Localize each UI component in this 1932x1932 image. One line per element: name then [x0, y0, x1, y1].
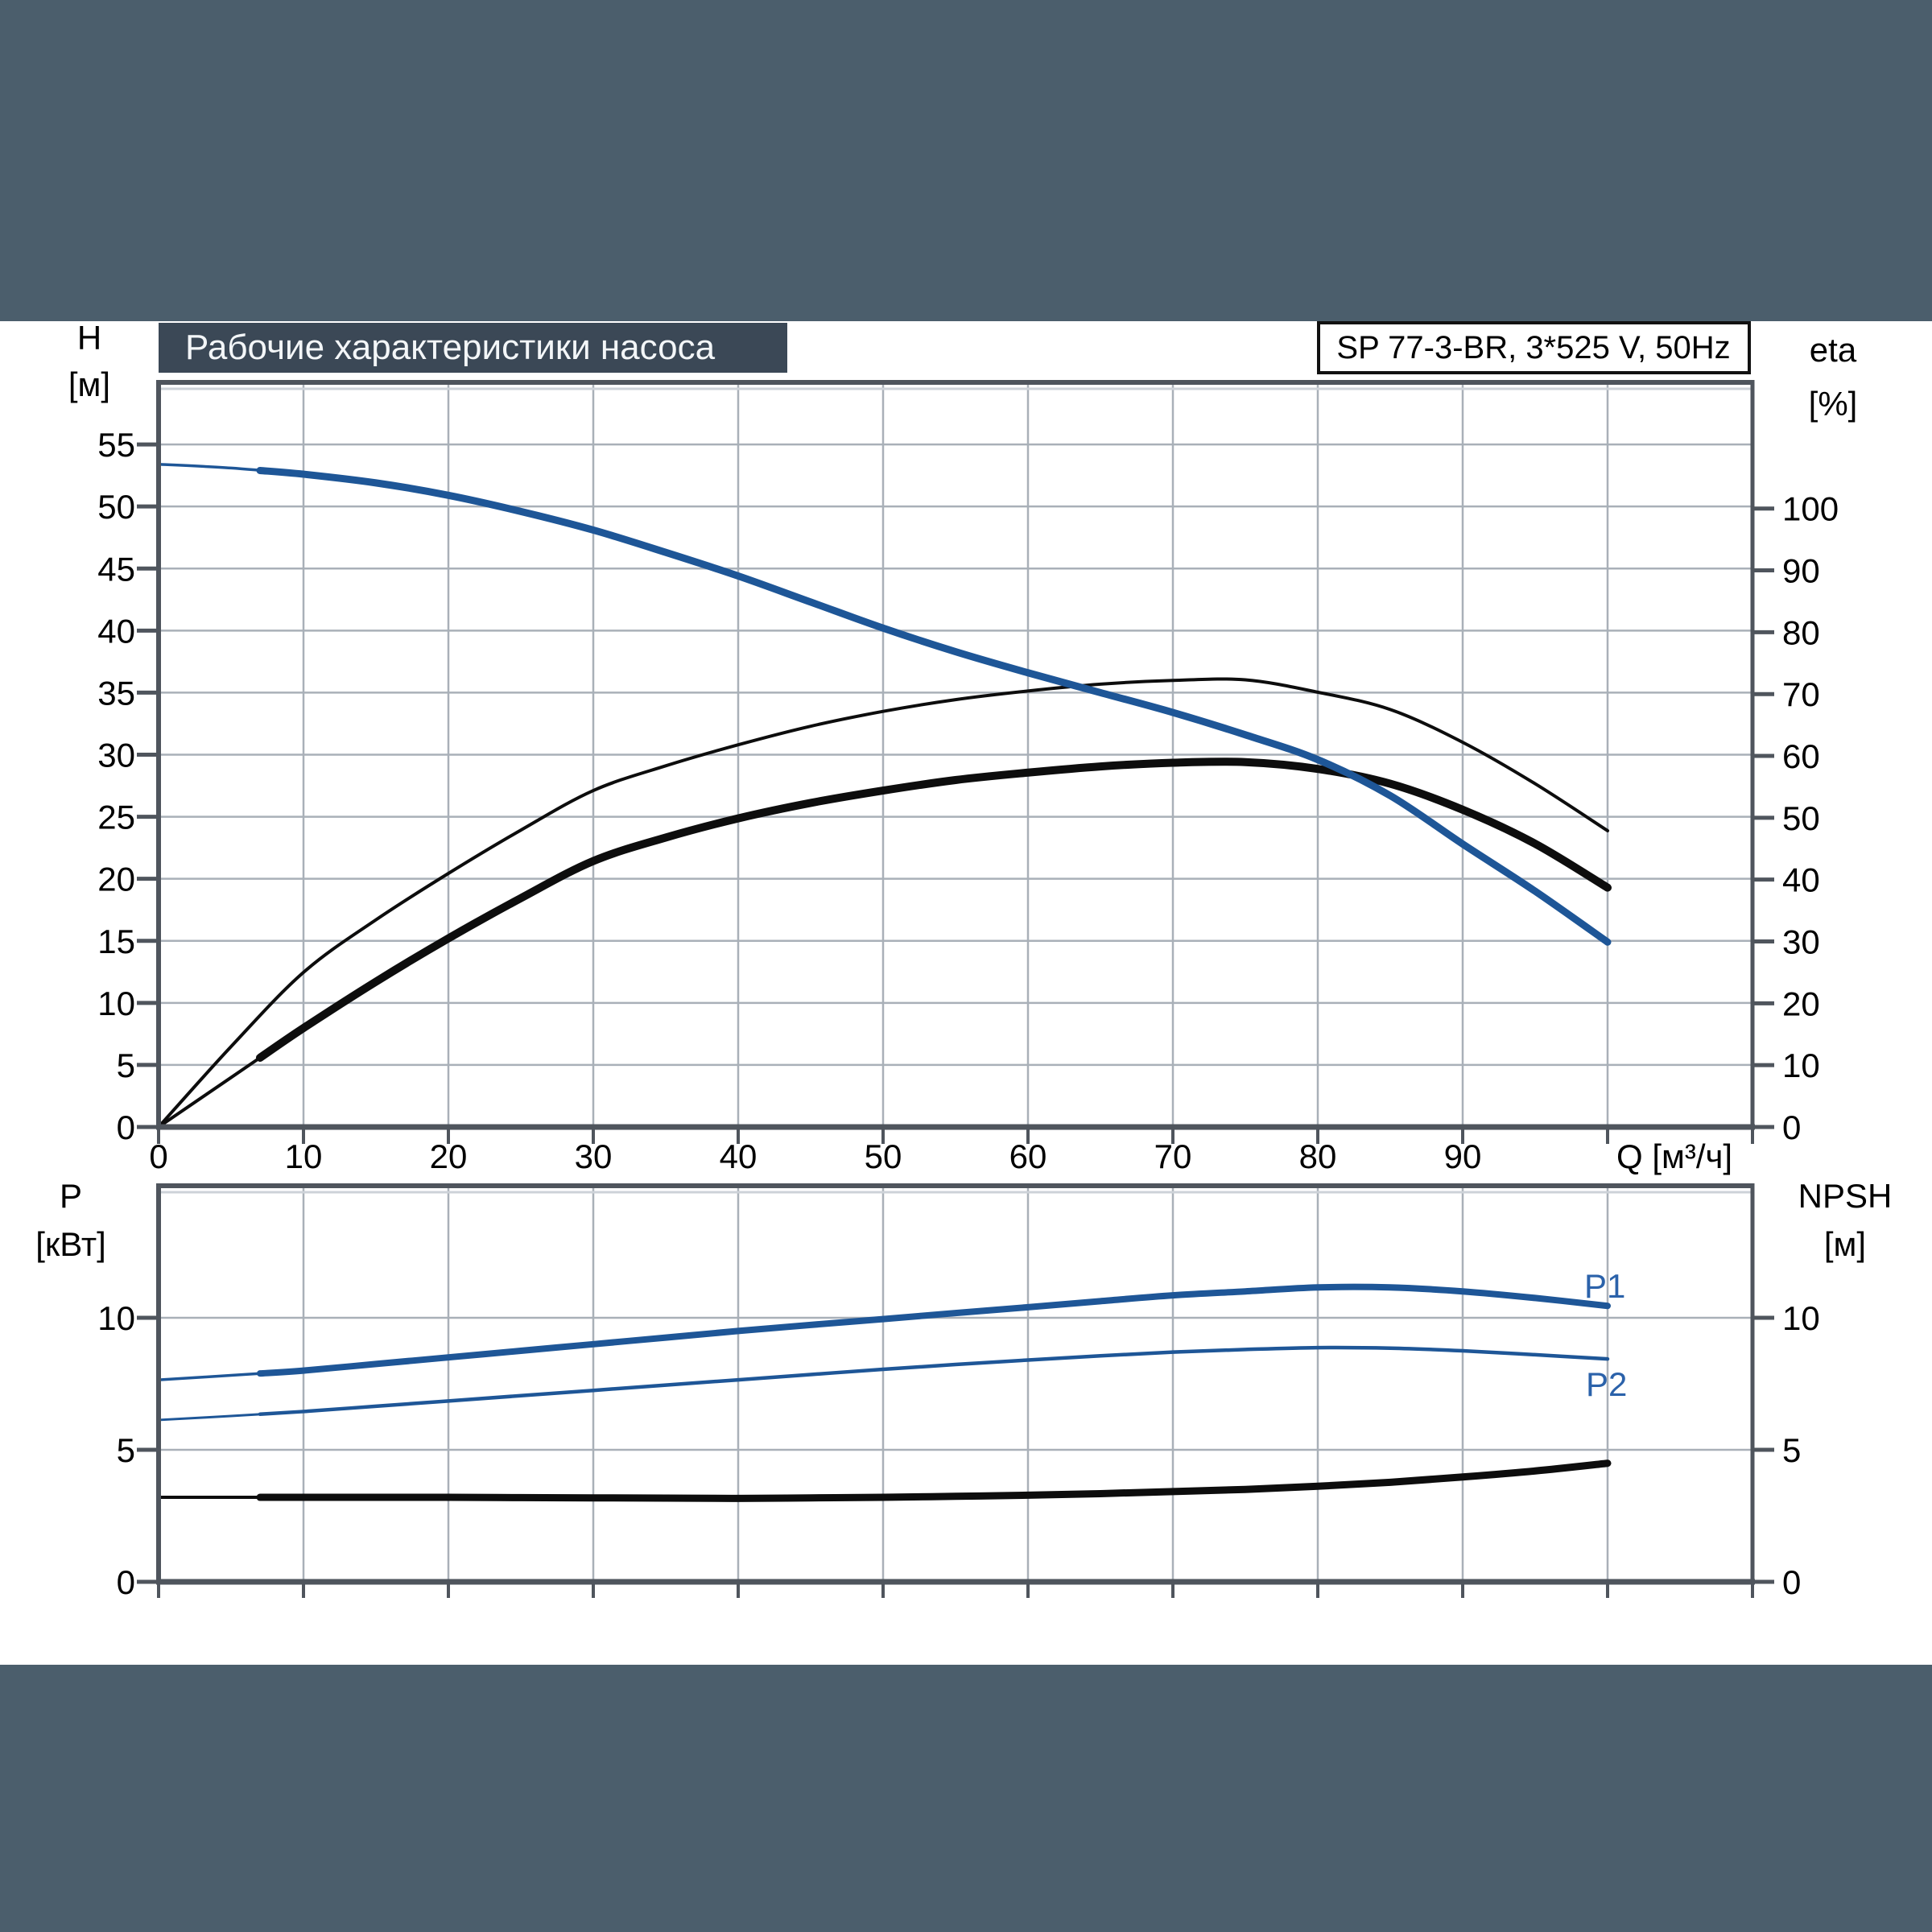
- svg-text:10: 10: [1782, 1046, 1820, 1084]
- bottom-band: [0, 1665, 1932, 1932]
- pump-type-label: SP 77-3-BR, 3*525 V, 50Hz: [1336, 330, 1730, 365]
- svg-text:0: 0: [1782, 1108, 1801, 1146]
- axis-ticks: [137, 444, 1774, 1598]
- svg-text:30: 30: [575, 1137, 613, 1175]
- chart-title: Рабочие характеристики насоса: [185, 328, 716, 367]
- svg-text:50: 50: [865, 1137, 902, 1175]
- svg-text:15: 15: [97, 923, 135, 960]
- q-axis-label: Q [м³/ч]: [1616, 1137, 1732, 1175]
- svg-text:10: 10: [97, 1299, 135, 1337]
- top-chart-grid: [159, 382, 1752, 1127]
- svg-text:10: 10: [285, 1137, 323, 1175]
- top-band: [0, 0, 1932, 321]
- svg-text:60: 60: [1782, 737, 1820, 775]
- p1-curve-label: P1: [1584, 1267, 1625, 1305]
- svg-text:80: 80: [1299, 1137, 1337, 1175]
- svg-text:0: 0: [117, 1108, 135, 1146]
- svg-text:0: 0: [117, 1563, 135, 1601]
- svg-text:55: 55: [97, 426, 135, 464]
- chart-canvas: 0510152025303540455055010203040506070809…: [0, 0, 1932, 1932]
- pump-performance-chart: 0510152025303540455055010203040506070809…: [0, 0, 1932, 1932]
- eta-axis-name: eta: [1810, 331, 1857, 369]
- svg-text:20: 20: [97, 861, 135, 898]
- svg-text:90: 90: [1782, 552, 1820, 590]
- svg-text:30: 30: [97, 737, 135, 774]
- svg-text:5: 5: [117, 1046, 135, 1084]
- npsh-axis-name: NPSH: [1798, 1177, 1893, 1215]
- svg-text:5: 5: [117, 1431, 135, 1469]
- eta-axis-unit: [%]: [1809, 385, 1858, 423]
- svg-text:50: 50: [1782, 799, 1820, 837]
- svg-text:50: 50: [97, 488, 135, 526]
- svg-text:45: 45: [97, 550, 135, 588]
- svg-text:70: 70: [1782, 675, 1820, 713]
- p-axis-unit: [кВт]: [35, 1225, 106, 1263]
- svg-text:5: 5: [1782, 1431, 1801, 1469]
- svg-text:10: 10: [1782, 1299, 1820, 1337]
- svg-text:20: 20: [430, 1137, 468, 1175]
- svg-text:35: 35: [97, 674, 135, 712]
- tick-labels: 0510152025303540455055010203040506070809…: [97, 426, 1839, 1601]
- svg-text:40: 40: [720, 1137, 758, 1175]
- svg-text:70: 70: [1154, 1137, 1192, 1175]
- svg-text:20: 20: [1782, 985, 1820, 1022]
- p-axis-name: P: [60, 1177, 82, 1215]
- h-axis-name: H: [77, 319, 101, 357]
- svg-text:0: 0: [1782, 1563, 1801, 1601]
- bottom-chart-grid: [159, 1186, 1752, 1582]
- svg-text:10: 10: [97, 985, 135, 1022]
- svg-text:60: 60: [1009, 1137, 1047, 1175]
- svg-text:25: 25: [97, 799, 135, 836]
- h-axis-unit: [м]: [68, 365, 110, 403]
- svg-text:40: 40: [97, 612, 135, 650]
- svg-text:80: 80: [1782, 613, 1820, 651]
- npsh-axis-unit: [м]: [1824, 1225, 1866, 1263]
- svg-text:30: 30: [1782, 923, 1820, 961]
- svg-text:90: 90: [1444, 1137, 1482, 1175]
- svg-text:0: 0: [149, 1137, 167, 1175]
- p2-curve-label: P2: [1586, 1365, 1627, 1403]
- svg-text:100: 100: [1782, 490, 1839, 528]
- svg-text:40: 40: [1782, 861, 1820, 899]
